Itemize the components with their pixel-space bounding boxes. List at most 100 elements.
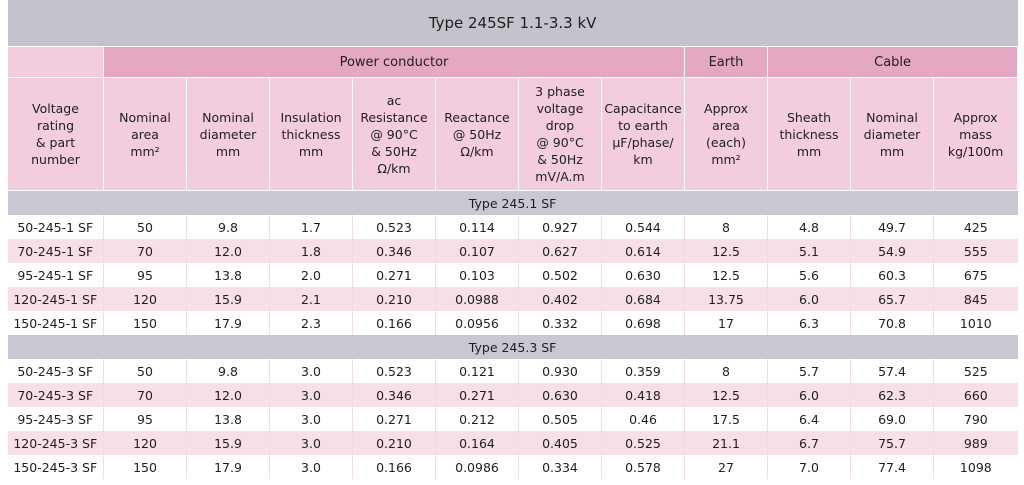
table-cell: 555 (932, 239, 1018, 263)
table-cell: 50 (103, 359, 187, 383)
table-cell: 0.630 (518, 383, 602, 407)
column-header: Nominal diameter mm (186, 77, 270, 191)
table-cell: 1010 (932, 311, 1018, 335)
table-cell: 675 (932, 263, 1018, 287)
column-header-label: Approx area (each) mm² (704, 101, 748, 167)
table-cell: 3.0 (269, 407, 353, 431)
table-cell: 1.7 (269, 215, 353, 239)
column-header: Nominal diameter mm (850, 77, 934, 191)
table-cell: 0.359 (601, 359, 685, 383)
table-title: Type 245SF 1.1-3.3 kV (7, 0, 1018, 47)
table-cell: 60.3 (850, 263, 934, 287)
table-cell: 0.0988 (435, 287, 519, 311)
table-cell: 9.8 (186, 359, 270, 383)
header-corner (7, 46, 104, 78)
column-header: Reactance @ 50Hz Ω/km (435, 77, 519, 191)
table-cell: 0.523 (352, 215, 436, 239)
table-cell: 70 (103, 383, 187, 407)
table-cell: 0.271 (352, 263, 436, 287)
table-cell: 50 (103, 215, 187, 239)
column-header: Sheath thickness mm (767, 77, 851, 191)
table-cell: 0.627 (518, 239, 602, 263)
table-cell: 5.1 (767, 239, 851, 263)
table-cell: 8 (684, 359, 768, 383)
column-header: Insulation thickness mm (269, 77, 353, 191)
part-number-cell: 95-245-1 SF (7, 263, 104, 287)
column-header-label: Reactance @ 50Hz Ω/km (444, 109, 510, 159)
table-cell: 17.5 (684, 407, 768, 431)
table-cell: 69.0 (850, 407, 934, 431)
table-cell: 790 (932, 407, 1018, 431)
part-number-cell: 50-245-1 SF (7, 215, 104, 239)
table-cell: 0.271 (352, 407, 436, 431)
table-cell: 0.271 (435, 383, 519, 407)
table-cell: 13.8 (186, 407, 270, 431)
table-cell: 15.9 (186, 287, 270, 311)
column-header: Nominal area mm² (103, 77, 187, 191)
column-header: 3 phase voltage drop @ 90°C & 50Hz mV/A.… (518, 77, 602, 191)
table-cell: 150 (103, 311, 187, 335)
table-cell: 0.684 (601, 287, 685, 311)
column-header-label: Approx mass kg/100m (947, 109, 1004, 159)
cable-spec-table: Type 245SF 1.1-3.3 kV Power conductor Ea… (7, 0, 1019, 479)
table-cell: 660 (932, 383, 1018, 407)
table-cell: 15.9 (186, 431, 270, 455)
table-cell: 54.9 (850, 239, 934, 263)
table-cell: 62.3 (850, 383, 934, 407)
table-cell: 0.614 (601, 239, 685, 263)
table-cell: 13.75 (684, 287, 768, 311)
table-cell: 7.0 (767, 455, 851, 479)
table-cell: 8 (684, 215, 768, 239)
table-cell: 6.4 (767, 407, 851, 431)
table-row: 150-245-1 SF 150 17.9 2.3 0.166 0.0956 0.332 0.… (7, 311, 1018, 335)
table-cell: 0.121 (435, 359, 519, 383)
table-row: 95-245-3 SF 95 13.8 3.0 0.271 0.212 0.505 0.46 1… (7, 407, 1018, 431)
column-header: Voltage rating & part number (7, 77, 104, 191)
table-cell: 5.7 (767, 359, 851, 383)
table-cell: 70.8 (850, 311, 934, 335)
part-number-cell: 150-245-1 SF (7, 311, 104, 335)
table-cell: 0.103 (435, 263, 519, 287)
table-cell: 0.523 (352, 359, 436, 383)
table-cell: 150 (103, 455, 187, 479)
table-cell: 1.8 (269, 239, 353, 263)
table-cell: 17.9 (186, 311, 270, 335)
table-cell: 0.505 (518, 407, 602, 431)
part-number-cell: 50-245-3 SF (7, 359, 104, 383)
table-cell: 2.3 (269, 311, 353, 335)
table-cell: 0.402 (518, 287, 602, 311)
table-cell: 0.927 (518, 215, 602, 239)
table-cell: 0.578 (601, 455, 685, 479)
table-cell: 0.418 (601, 383, 685, 407)
table-row: 120-245-1 SF 120 15.9 2.1 0.210 0.0988 0.402 0.… (7, 287, 1018, 311)
column-header: Capacitance to earth μF/phase/ km (601, 77, 685, 191)
table-cell: 0.698 (601, 311, 685, 335)
table-cell: 6.3 (767, 311, 851, 335)
table-cell: 425 (932, 215, 1018, 239)
table-cell: 9.8 (186, 215, 270, 239)
table-cell: 0.114 (435, 215, 519, 239)
table-cell: 3.0 (269, 383, 353, 407)
table-cell: 0.930 (518, 359, 602, 383)
part-number-cell: 95-245-3 SF (7, 407, 104, 431)
table-row: 50-245-3 SF 50 9.8 3.0 0.523 0.121 0.930 0.359 8… (7, 359, 1018, 383)
table-cell: 12.5 (684, 263, 768, 287)
table-cell: 0.210 (352, 431, 436, 455)
table-cell: 0.630 (601, 263, 685, 287)
table-row: 70-245-3 SF 70 12.0 3.0 0.346 0.271 0.630 0.418… (7, 383, 1018, 407)
table-cell: 525 (932, 359, 1018, 383)
section-header: Type 245.3 SF (7, 335, 1018, 359)
table-cell: 13.8 (186, 263, 270, 287)
table-cell: 5.6 (767, 263, 851, 287)
table-cell: 4.8 (767, 215, 851, 239)
table-cell: 21.1 (684, 431, 768, 455)
table-cell: 57.4 (850, 359, 934, 383)
table-cell: 6.0 (767, 287, 851, 311)
table-cell: 12.5 (684, 383, 768, 407)
table-cell: 3.0 (269, 431, 353, 455)
column-header: Approx area (each) mm² (684, 77, 768, 191)
table-cell: 6.7 (767, 431, 851, 455)
column-header-label: ac Resistance @ 90°C & 50Hz Ω/km (360, 92, 428, 176)
part-number-cell: 150-245-3 SF (7, 455, 104, 479)
table-cell: 12.0 (186, 383, 270, 407)
